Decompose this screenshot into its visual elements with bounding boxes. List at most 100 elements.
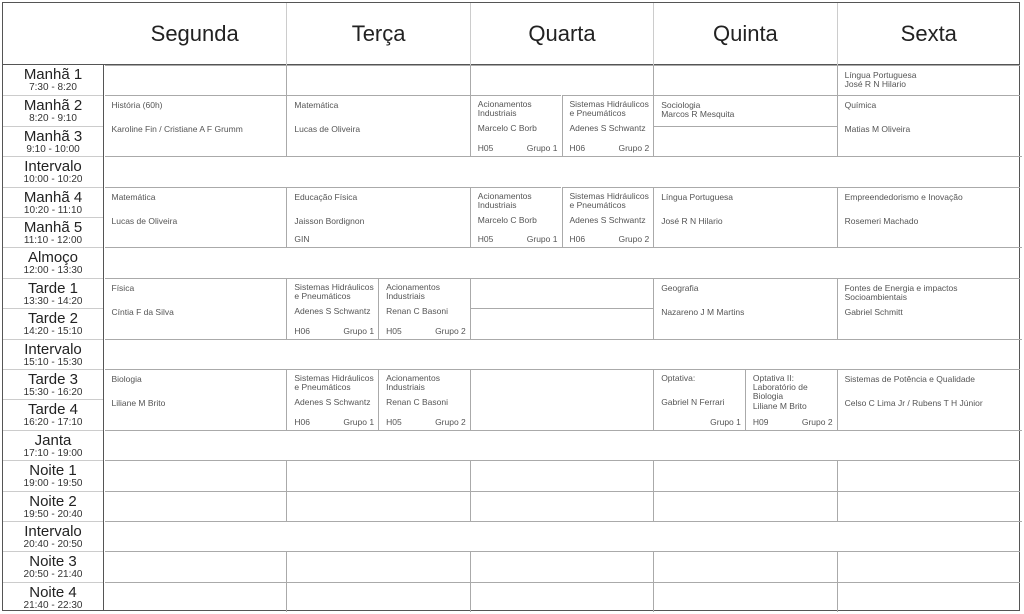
class-teacher: Marcelo C Borb [477,123,537,134]
class-teacher: Adenes S Schwantz [294,305,371,316]
class-cell [286,490,470,521]
class-cell[interactable]: Sistemas Hidráulicos e Pneumáticos Adenes… [561,95,654,157]
class-cell [469,490,654,521]
class-cell [469,551,654,582]
class-cell [653,65,837,96]
slot-time: 10:00 - 10:20 [23,174,83,186]
class-cell[interactable]: Acionamentos Industriais Renan C Basoni H0… [378,369,470,430]
day-header-1: Terça [286,3,469,65]
class-teacher: Matias M Oliveira [844,124,911,135]
slot-name: Tarde 2 [27,310,79,328]
class-room: H06 [569,143,586,154]
class-cell [104,460,288,490]
class-group: Grupo 2 [435,325,466,336]
class-cell [653,460,837,491]
class-cell[interactable]: Sistemas Hidráulicos e Pneumáticos Adenes… [286,277,379,339]
class-subject: Sociologia [661,100,701,111]
slot-name: Tarde 4 [27,401,79,419]
time-slot: Almoço 12:00 - 13:30 [3,247,103,277]
class-cell[interactable]: Acionamentos Industriais Marcelo C Borb H0… [469,95,562,157]
class-subject: Sistemas Hidráulicos e Pneumáticos [569,190,649,210]
class-cell[interactable]: Empreendedorismo e Inovação Rosemeri Mach… [836,186,1020,248]
class-cell[interactable]: Matemática Lucas de Oliveira [286,95,470,157]
time-slot: Manhã 1 7:30 - 8:20 [3,65,103,95]
class-subject: Sistemas Hidráulicos e Pneumáticos [294,373,374,392]
class-cell[interactable]: Química Matias M Oliveira [836,95,1020,157]
time-slot: Manhã 3 9:10 - 10:00 [3,125,103,156]
class-cell[interactable]: Acionamentos Industriais Marcelo C Borb H0… [469,186,562,248]
class-teacher: Nazareno J M Martins [661,306,745,317]
class-cell[interactable]: Fontes de Energia e impactos Socioambien… [836,277,1020,339]
class-group: Grupo 2 [801,416,833,427]
slot-time: 9:10 - 10:00 [26,143,80,155]
class-room: GIN [294,234,310,245]
class-cell [286,551,470,582]
class-teacher: Cíntia F da Silva [111,306,174,317]
class-group: Grupo 2 [618,234,650,245]
class-cell[interactable]: Sistemas de Potência e Qualidade Celso C … [836,369,1020,430]
class-cell[interactable]: Sistemas Hidráulicos e Pneumáticos Adenes… [561,186,654,248]
time-slot: Tarde 1 13:30 - 14:20 [3,277,103,308]
class-cell[interactable]: Matemática Lucas de Oliveira [104,186,288,248]
class-cell[interactable]: Língua Portuguesa José R N Hilario [653,186,837,248]
time-slot: Intervalo 10:00 - 10:20 [3,156,103,186]
class-room: H06 [294,416,310,427]
class-subject: Biologia [111,374,142,384]
class-cell[interactable]: Geografia Nazareno J M Martins [653,277,837,339]
class-cell[interactable]: Acionamentos Industriais Renan C Basoni H0… [378,277,470,339]
class-cell [104,490,288,521]
slot-time: 19:00 - 19:50 [23,478,83,490]
class-room: H09 [752,416,769,427]
class-room: H05 [477,234,494,245]
time-slot: Noite 3 20:50 - 21:40 [3,551,103,581]
class-subject: Sistemas de Potência e Qualidade [844,374,976,384]
class-cell [653,581,837,613]
class-cell[interactable]: Educação Física Jaisson Bordignon GIN [286,186,470,248]
class-cell[interactable]: Optativa: Gabriel N Ferrari Grupo 1 [653,369,745,430]
slot-time: 20:40 - 20:50 [23,539,83,550]
slot-name: Noite 3 [29,553,77,571]
class-room: H06 [569,234,586,245]
class-room: H05 [386,416,402,427]
class-group: Grupo 1 [343,416,375,427]
break-row [104,429,1022,460]
class-cell [469,277,654,309]
class-group: Grupo 1 [710,416,741,427]
class-cell[interactable]: Biologia Liliane M Brito [104,369,288,430]
class-cell[interactable]: Sistemas Hidráulicos e Pneumáticos Adenes… [286,369,379,430]
slot-time: 7:30 - 8:20 [29,82,77,93]
class-subject: Optativa II: Laboratório de Biologia [752,373,808,401]
slot-time: 10:20 - 11:10 [23,204,83,216]
time-slot: Janta 17:10 - 19:00 [3,429,103,460]
class-cell[interactable]: Sociologia Marcos R Mesquita [653,95,837,126]
slot-name: Manhã 4 [23,188,83,206]
class-cell [286,581,470,613]
class-teacher: Renan C Basoni [386,397,448,407]
class-subject: Acionamentos Industriais [477,99,532,119]
break-row [104,247,1022,277]
class-subject: Sistemas Hidráulicos e Pneumáticos [294,281,374,301]
class-group: Grupo 1 [343,325,375,336]
class-cell[interactable]: Física Cíntia F da Silva [104,277,288,339]
class-cell[interactable]: Optativa II: Laboratório de Biologia Lili… [744,369,837,430]
slot-name: Manhã 3 [23,127,83,145]
class-teacher: Rosemeri Machado [844,215,919,226]
slot-name: Manhã 2 [23,97,83,115]
slot-time: 15:10 - 15:30 [23,356,83,368]
class-cell [469,369,654,430]
class-teacher: José R N Hilario [844,79,906,89]
class-cell[interactable]: Língua Portuguesa José R N Hilario [836,65,1020,96]
class-cell[interactable]: História (60h) Karoline Fin / Cristiane A… [104,95,288,156]
class-cell [104,551,288,581]
time-slot: Noite 1 19:00 - 19:50 [3,460,103,490]
time-slot: Intervalo 20:40 - 20:50 [3,521,103,551]
class-cell [836,581,1020,613]
class-subject: Física [111,282,135,293]
day-header-3: Quinta [653,3,836,65]
slot-time: 19:50 - 20:40 [23,508,83,520]
class-teacher: Liliane M Brito [111,398,166,408]
day-header-4: Sexta [836,3,1020,65]
slot-time: 12:00 - 13:30 [23,265,83,277]
class-cell [653,551,837,582]
class-teacher: Lucas de Oliveira [294,124,361,135]
